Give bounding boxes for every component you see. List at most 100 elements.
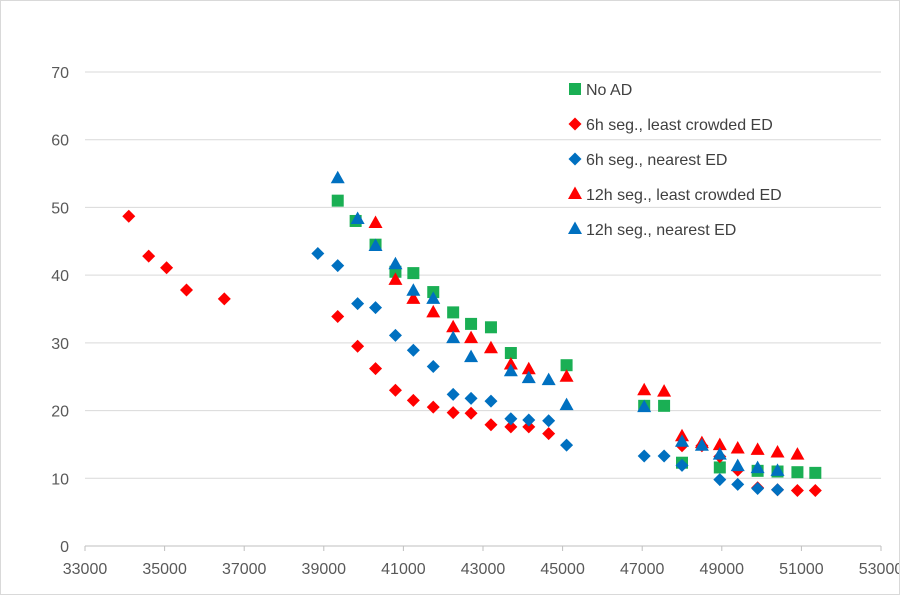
data-point xyxy=(368,238,383,252)
data-point xyxy=(541,372,556,386)
data-point xyxy=(330,170,345,184)
series-0 xyxy=(331,194,822,479)
data-point xyxy=(464,330,479,344)
data-point xyxy=(658,399,671,412)
data-point xyxy=(713,461,726,474)
data-point xyxy=(426,400,440,414)
data-point xyxy=(808,483,822,497)
data-point xyxy=(179,283,193,297)
legend-marker xyxy=(569,83,581,95)
data-point xyxy=(504,347,517,360)
data-point xyxy=(559,397,574,411)
data-point xyxy=(771,483,785,497)
x-tick-label: 41000 xyxy=(381,561,426,578)
data-point xyxy=(446,387,460,401)
data-point xyxy=(406,393,420,407)
data-point xyxy=(426,360,440,374)
legend: No AD 6h seg., least crowded ED 6h seg., n… xyxy=(568,82,782,239)
data-point xyxy=(712,447,727,460)
data-point xyxy=(388,383,402,397)
data-point xyxy=(446,319,461,333)
data-point xyxy=(406,283,421,296)
data-point xyxy=(675,458,689,472)
x-tick-label: 51000 xyxy=(779,561,824,578)
data-point xyxy=(483,340,498,354)
data-point xyxy=(484,321,497,334)
x-tick-label: 39000 xyxy=(302,561,347,578)
data-point xyxy=(560,359,573,372)
legend-marker xyxy=(568,186,582,199)
series-4 xyxy=(330,170,785,476)
data-point xyxy=(504,420,518,434)
data-point xyxy=(521,361,536,375)
y-tick-label: 70 xyxy=(51,65,69,82)
data-point xyxy=(406,291,421,304)
grid-layer xyxy=(85,71,881,479)
x-tick-label: 47000 xyxy=(620,561,665,578)
data-point xyxy=(311,246,325,260)
data-point xyxy=(750,460,765,474)
data-point xyxy=(712,437,727,451)
data-point xyxy=(559,369,574,382)
y-tick-label: 0 xyxy=(60,539,69,556)
legend-marker xyxy=(568,117,582,131)
data-point xyxy=(351,297,365,311)
data-point xyxy=(368,215,383,229)
data-point xyxy=(447,306,460,319)
data-point xyxy=(331,259,345,273)
data-point xyxy=(484,394,498,408)
data-point xyxy=(694,438,709,451)
data-point xyxy=(388,272,403,285)
data-point xyxy=(521,370,536,384)
y-tick-label: 40 xyxy=(51,268,69,285)
data-point xyxy=(637,399,652,413)
legend-entry: 12h seg., least crowded ED xyxy=(568,186,782,204)
data-point xyxy=(657,384,672,397)
data-point xyxy=(522,420,536,434)
data-point xyxy=(426,304,441,318)
legend-entry: 6h seg., nearest ED xyxy=(568,152,727,169)
y-tick-label: 50 xyxy=(51,200,69,217)
data-point xyxy=(790,447,805,460)
legend-label: No AD xyxy=(586,82,632,99)
data-point xyxy=(809,466,822,479)
y-tick-label: 20 xyxy=(51,404,69,421)
x-tick-label: 43000 xyxy=(461,561,506,578)
data-point xyxy=(369,362,383,376)
legend-marker xyxy=(568,221,582,234)
data-point xyxy=(675,434,689,447)
legend-entry: No AD xyxy=(569,82,632,99)
data-point xyxy=(464,406,478,420)
data-point xyxy=(657,449,671,463)
data-point xyxy=(484,418,498,432)
legend-label: 6h seg., least crowded ED xyxy=(586,117,773,134)
series-3 xyxy=(368,215,805,460)
data-point xyxy=(217,292,231,306)
data-point xyxy=(160,261,174,275)
data-point xyxy=(751,481,765,495)
data-point xyxy=(503,363,518,377)
x-tick-label: 45000 xyxy=(540,561,585,578)
x-tick-label: 49000 xyxy=(700,561,745,578)
data-point xyxy=(465,317,478,330)
axis-layer: 0 10 20 30 40 50 60 70 33000 35000 37000 39000 41000… xyxy=(51,65,900,578)
data-point xyxy=(446,330,461,344)
y-tick-label: 10 xyxy=(51,471,69,488)
data-point xyxy=(351,339,365,353)
data-point xyxy=(369,301,383,315)
x-tick-label: 33000 xyxy=(63,561,108,578)
legend-marker xyxy=(568,152,582,166)
x-tick-label: 35000 xyxy=(142,561,187,578)
data-point xyxy=(388,328,402,342)
data-point xyxy=(560,438,574,452)
legend-entry: 6h seg., least crowded ED xyxy=(568,117,773,134)
data-point xyxy=(713,473,727,487)
x-tick-label: 37000 xyxy=(222,561,267,578)
legend-label: 12h seg., least crowded ED xyxy=(586,187,782,204)
data-point xyxy=(350,211,365,224)
data-point xyxy=(406,343,420,357)
data-point xyxy=(750,442,765,455)
data-point xyxy=(503,357,518,370)
data-point xyxy=(331,309,345,323)
